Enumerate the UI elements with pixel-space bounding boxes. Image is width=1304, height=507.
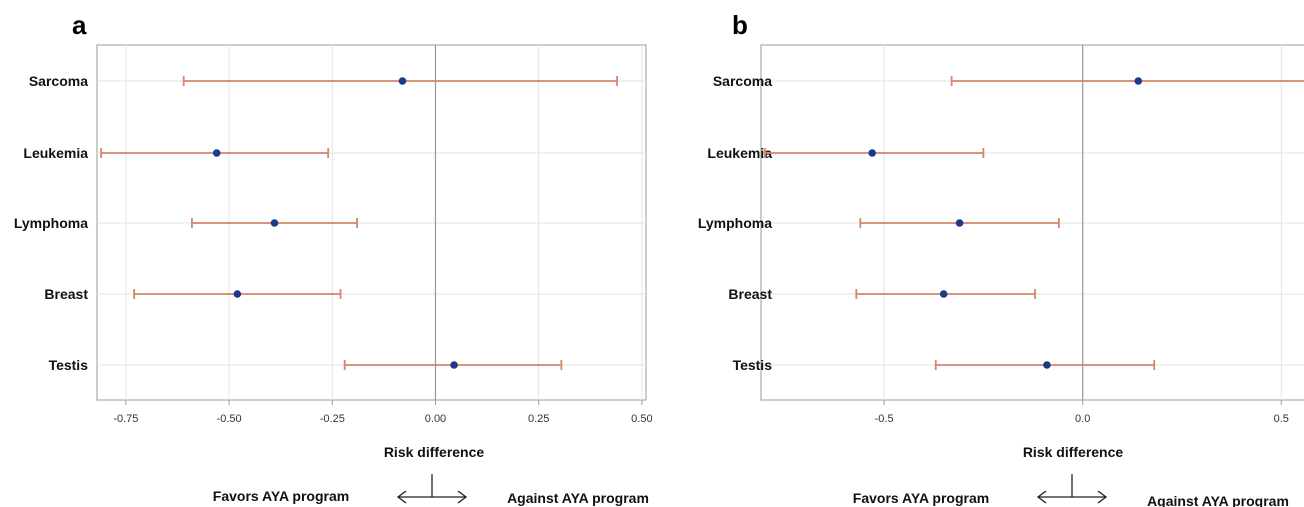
x-tick-label: -0.25 (320, 413, 345, 425)
point-estimate (270, 219, 279, 227)
arrow-left-head (396, 490, 407, 504)
category-label: Breast (728, 286, 772, 302)
forest-plot-b: -0.5 0.0 0.5 Sarcoma Leukemia Lymphoma Breast T… (698, 10, 1304, 507)
category-label: Sarcoma (29, 73, 88, 89)
x-axis-title: Risk difference (384, 444, 485, 460)
arrow-right-head (457, 490, 468, 504)
x-tick-label: 0.5 (1274, 413, 1289, 425)
category-label: Lymphoma (698, 215, 772, 231)
point-estimate (1043, 361, 1051, 369)
direction-left-label: Favors AYA program (853, 490, 989, 506)
panel-b: -0.5 0.0 0.5 Sarcoma Leukemia Lymphoma Breast T… (652, 0, 1304, 507)
point-estimate (939, 290, 948, 298)
category-label: Lymphoma (14, 215, 88, 231)
point-estimate (450, 361, 458, 369)
direction-right-label: Against AYA program (507, 490, 649, 506)
x-axis-title: Risk difference (1023, 444, 1124, 460)
x-tick-label: 0.00 (425, 413, 446, 425)
x-tick-label: 0.50 (631, 413, 652, 425)
x-tick-label: 0.25 (528, 413, 549, 425)
point-estimate (233, 290, 242, 298)
x-tick-label: -0.75 (113, 413, 138, 425)
point-estimate (955, 219, 964, 227)
direction-left-label: Favors AYA program (213, 488, 349, 504)
point-estimate (398, 77, 407, 85)
category-label: Testis (733, 357, 773, 373)
point-estimate (212, 149, 221, 157)
direction-right-label: Against AYA program (1147, 493, 1289, 507)
x-tick-label: -0.50 (217, 413, 242, 425)
category-label: Testis (49, 357, 89, 373)
point-estimate (1134, 77, 1143, 85)
category-label: Breast (44, 286, 88, 302)
forest-plot-a: -0.75 -0.50 -0.25 0.00 0.25 0.50 Sarcoma Leukem… (14, 10, 652, 506)
category-label: Sarcoma (713, 73, 772, 89)
panel-letter: b (732, 10, 748, 40)
category-label: Leukemia (707, 145, 772, 161)
x-tick-label: -0.5 (875, 413, 894, 425)
panel-letter: a (72, 10, 87, 40)
arrow-right-head (1097, 490, 1108, 504)
x-tick-label: 0.0 (1075, 413, 1090, 425)
panel-a: -0.75 -0.50 -0.25 0.00 0.25 0.50 Sarcoma Leukem… (14, 10, 652, 506)
point-estimate (868, 149, 877, 157)
arrow-left-head (1036, 490, 1047, 504)
category-label: Leukemia (23, 145, 88, 161)
